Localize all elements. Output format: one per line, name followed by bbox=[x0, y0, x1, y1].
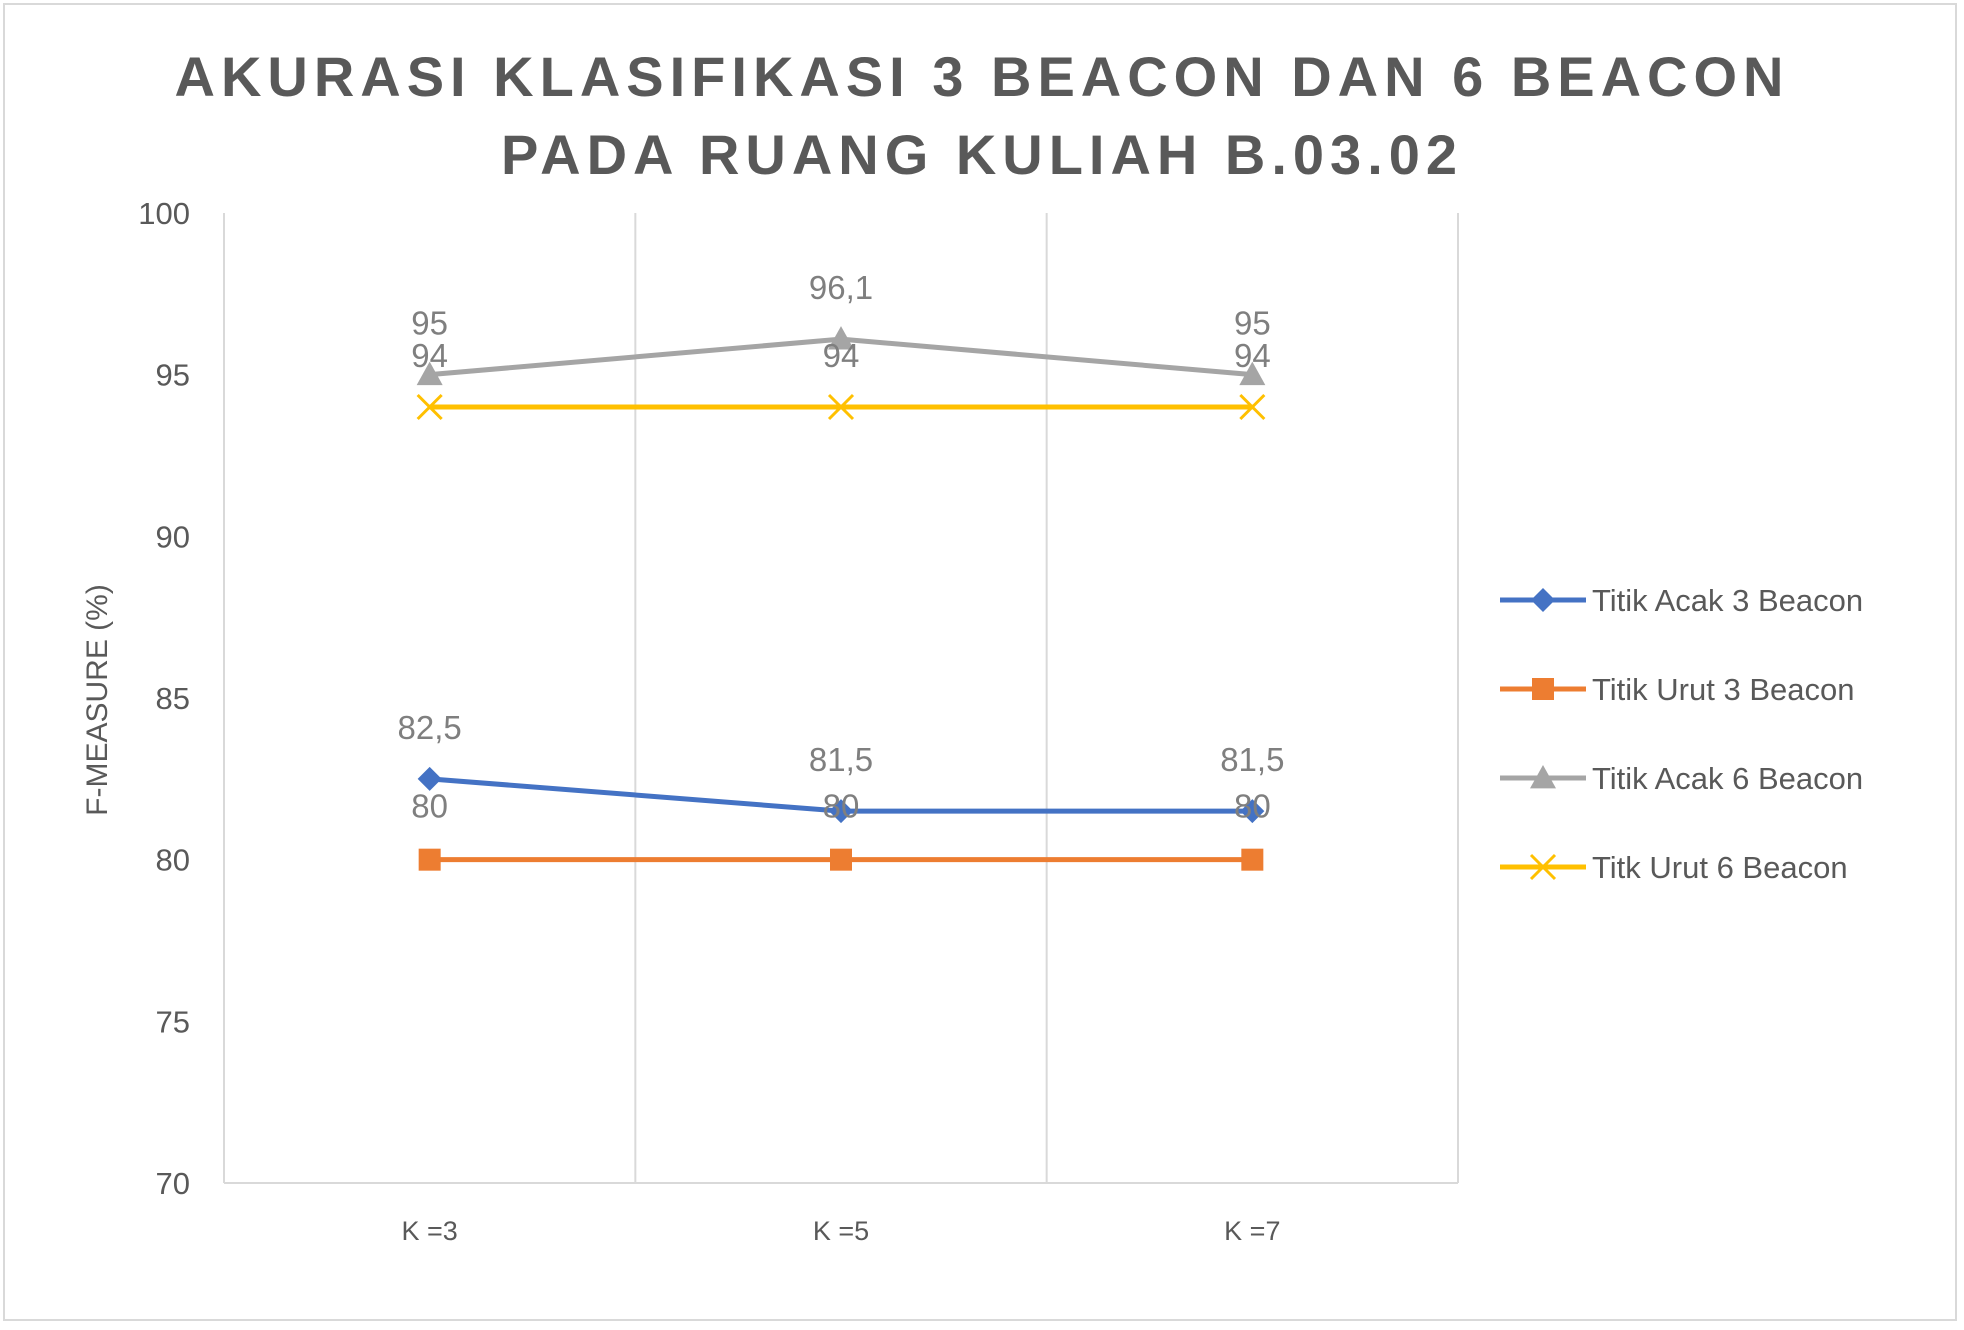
data-point-marker bbox=[1240, 799, 1265, 824]
data-label: 94 bbox=[823, 337, 860, 374]
x-tick-label: K =5 bbox=[813, 1216, 869, 1246]
data-point-marker bbox=[1239, 393, 1266, 421]
legend: Titik Acak 3 Beacon Titik Urut 3 Beacon Ti… bbox=[1500, 583, 1863, 885]
data-label: 82,5 bbox=[398, 709, 462, 746]
grid-layer bbox=[223, 213, 1459, 1183]
legend-label: Titik Urut 3 Beacon bbox=[1592, 672, 1854, 707]
data-label: 95 bbox=[1234, 305, 1271, 342]
y-tick-label: 90 bbox=[156, 519, 190, 554]
x-marker-stroke bbox=[1529, 853, 1557, 881]
y-tick-label: 75 bbox=[156, 1004, 190, 1039]
x-tick-label: K =3 bbox=[402, 1216, 458, 1246]
data-point-marker bbox=[828, 326, 854, 350]
legend-swatch-marker bbox=[1529, 853, 1557, 881]
axis-layer: 70 75 80 85 90 95 100 K =3 K =5 K =7 bbox=[138, 196, 1458, 1246]
x-marker-stroke bbox=[1239, 393, 1266, 421]
data-label: 96,1 bbox=[809, 269, 873, 306]
y-tick-label: 70 bbox=[156, 1166, 190, 1201]
data-label: 80 bbox=[823, 788, 860, 825]
legend-swatch-marker bbox=[1532, 678, 1554, 700]
y-axis-label: F-MEASURE (%) bbox=[81, 584, 114, 816]
x-tick-label: K =7 bbox=[1224, 1216, 1280, 1246]
data-label: 94 bbox=[411, 337, 448, 374]
data-point-marker bbox=[1241, 848, 1264, 871]
data-point-marker bbox=[417, 766, 442, 791]
data-point-marker bbox=[829, 799, 853, 824]
data-point-marker bbox=[827, 393, 855, 421]
legend-label: Titik Acak 6 Beacon bbox=[1592, 761, 1863, 796]
chart-title-line-1: AKURASI KLASIFIKASI 3 BEACON DAN 6 BEACO… bbox=[174, 45, 1790, 108]
series-layer bbox=[416, 326, 1266, 871]
data-point-marker bbox=[418, 848, 441, 871]
data-label: 81,5 bbox=[809, 741, 873, 778]
y-tick-label: 85 bbox=[156, 681, 190, 716]
data-point-marker bbox=[416, 393, 443, 421]
data-label: 95 bbox=[411, 305, 448, 342]
data-point-marker bbox=[416, 361, 443, 386]
data-point-marker bbox=[830, 848, 852, 871]
chart-frame bbox=[3, 3, 1957, 1321]
legend-swatch-marker bbox=[1530, 765, 1556, 789]
y-tick-label: 95 bbox=[156, 358, 190, 393]
chart-title-line-2: PADA RUANG KULIAH B.03.02 bbox=[500, 123, 1464, 186]
y-tick-label: 100 bbox=[138, 196, 190, 231]
x-marker-stroke bbox=[416, 393, 443, 421]
legend-label: Titik Acak 3 Beacon bbox=[1592, 583, 1863, 618]
y-tick-label: 80 bbox=[156, 843, 190, 878]
x-marker-stroke bbox=[827, 393, 855, 421]
data-label: 80 bbox=[411, 788, 448, 825]
legend-label: Titk Urut 6 Beacon bbox=[1592, 850, 1848, 885]
data-point-marker bbox=[1239, 361, 1266, 386]
legend-swatch-marker bbox=[1531, 588, 1555, 612]
data-label: 80 bbox=[1234, 788, 1271, 825]
data-label: 81,5 bbox=[1220, 741, 1284, 778]
data-label: 94 bbox=[1234, 337, 1271, 374]
